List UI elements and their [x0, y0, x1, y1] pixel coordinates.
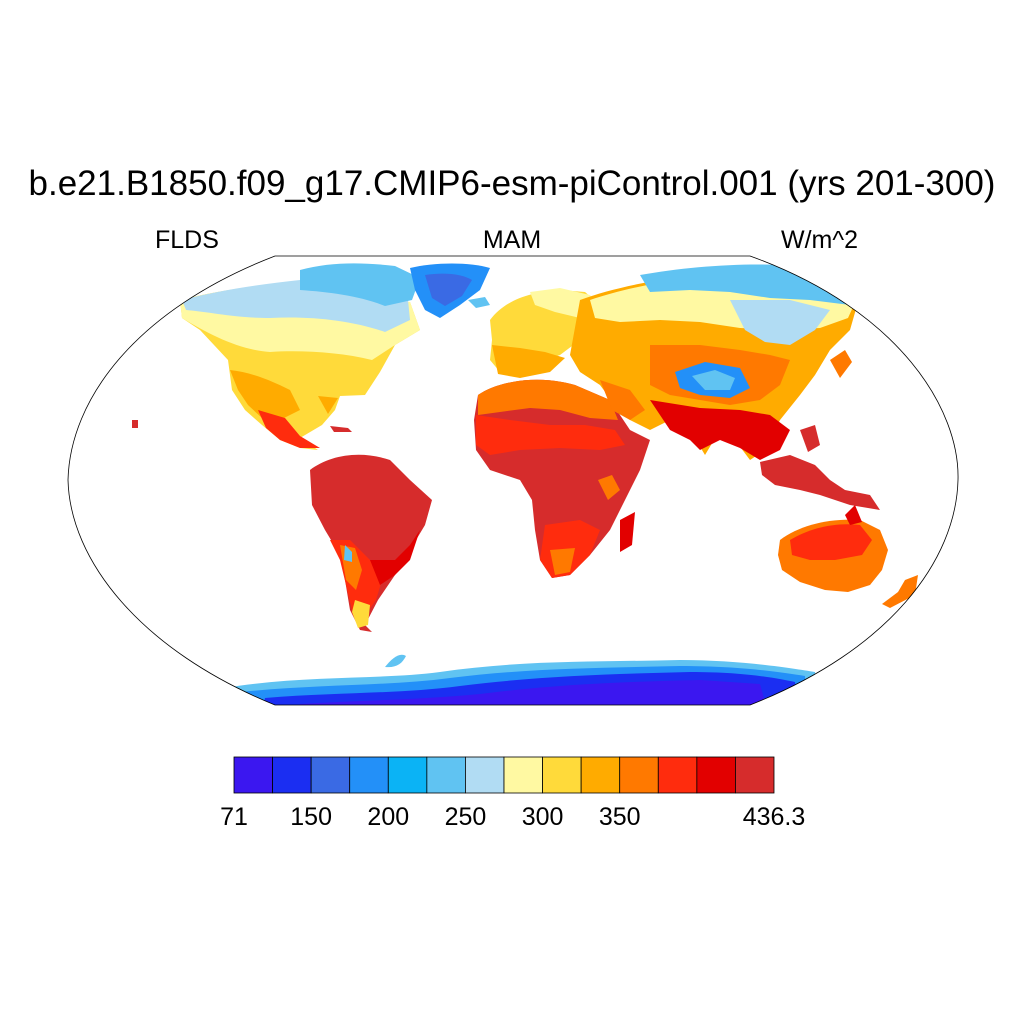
asia	[570, 264, 860, 460]
colorbar-tick-label: 250	[445, 803, 487, 831]
maritime-continent	[760, 425, 880, 510]
season-label: MAM	[482, 226, 542, 254]
europe	[490, 288, 600, 378]
units-label: W/m^2	[781, 226, 859, 254]
colorbar-box	[503, 756, 543, 794]
antarctica	[210, 654, 820, 705]
madagascar	[620, 512, 635, 552]
variable-label: FLDS	[155, 226, 219, 254]
north-america	[180, 263, 420, 450]
australia	[778, 505, 888, 592]
colorbar-box	[580, 756, 621, 794]
colorbar-box	[465, 756, 505, 794]
colorbar-tick-label: 300	[522, 803, 564, 831]
colorbar-box	[542, 756, 582, 794]
colorbar-box	[310, 756, 351, 794]
colorbar-tick-label: 71	[220, 803, 248, 831]
greenland	[410, 263, 490, 318]
colorbar-tick-label: 150	[290, 803, 332, 831]
colorbar-box	[387, 756, 428, 794]
colorbar-box	[349, 756, 389, 794]
iceland	[468, 297, 490, 308]
colorbar-box	[272, 756, 312, 794]
plot-title: b.e21.B1850.f09_g17.CMIP6-esm-piControl.…	[28, 164, 996, 203]
colorbar-box	[657, 756, 698, 794]
colorbar-box	[233, 756, 273, 794]
colorbar-tick-label: 200	[367, 803, 409, 831]
africa	[474, 379, 650, 578]
colorbar-box	[735, 756, 775, 794]
south-america	[310, 454, 432, 632]
colorbar-box	[619, 756, 659, 794]
colorbar-tick-label: 350	[599, 803, 641, 831]
colorbar-box	[696, 756, 736, 794]
colorbar-tick-label: 436.3	[743, 803, 806, 831]
colorbar-box	[426, 756, 466, 794]
japan	[830, 350, 852, 378]
new-zealand	[882, 575, 918, 608]
